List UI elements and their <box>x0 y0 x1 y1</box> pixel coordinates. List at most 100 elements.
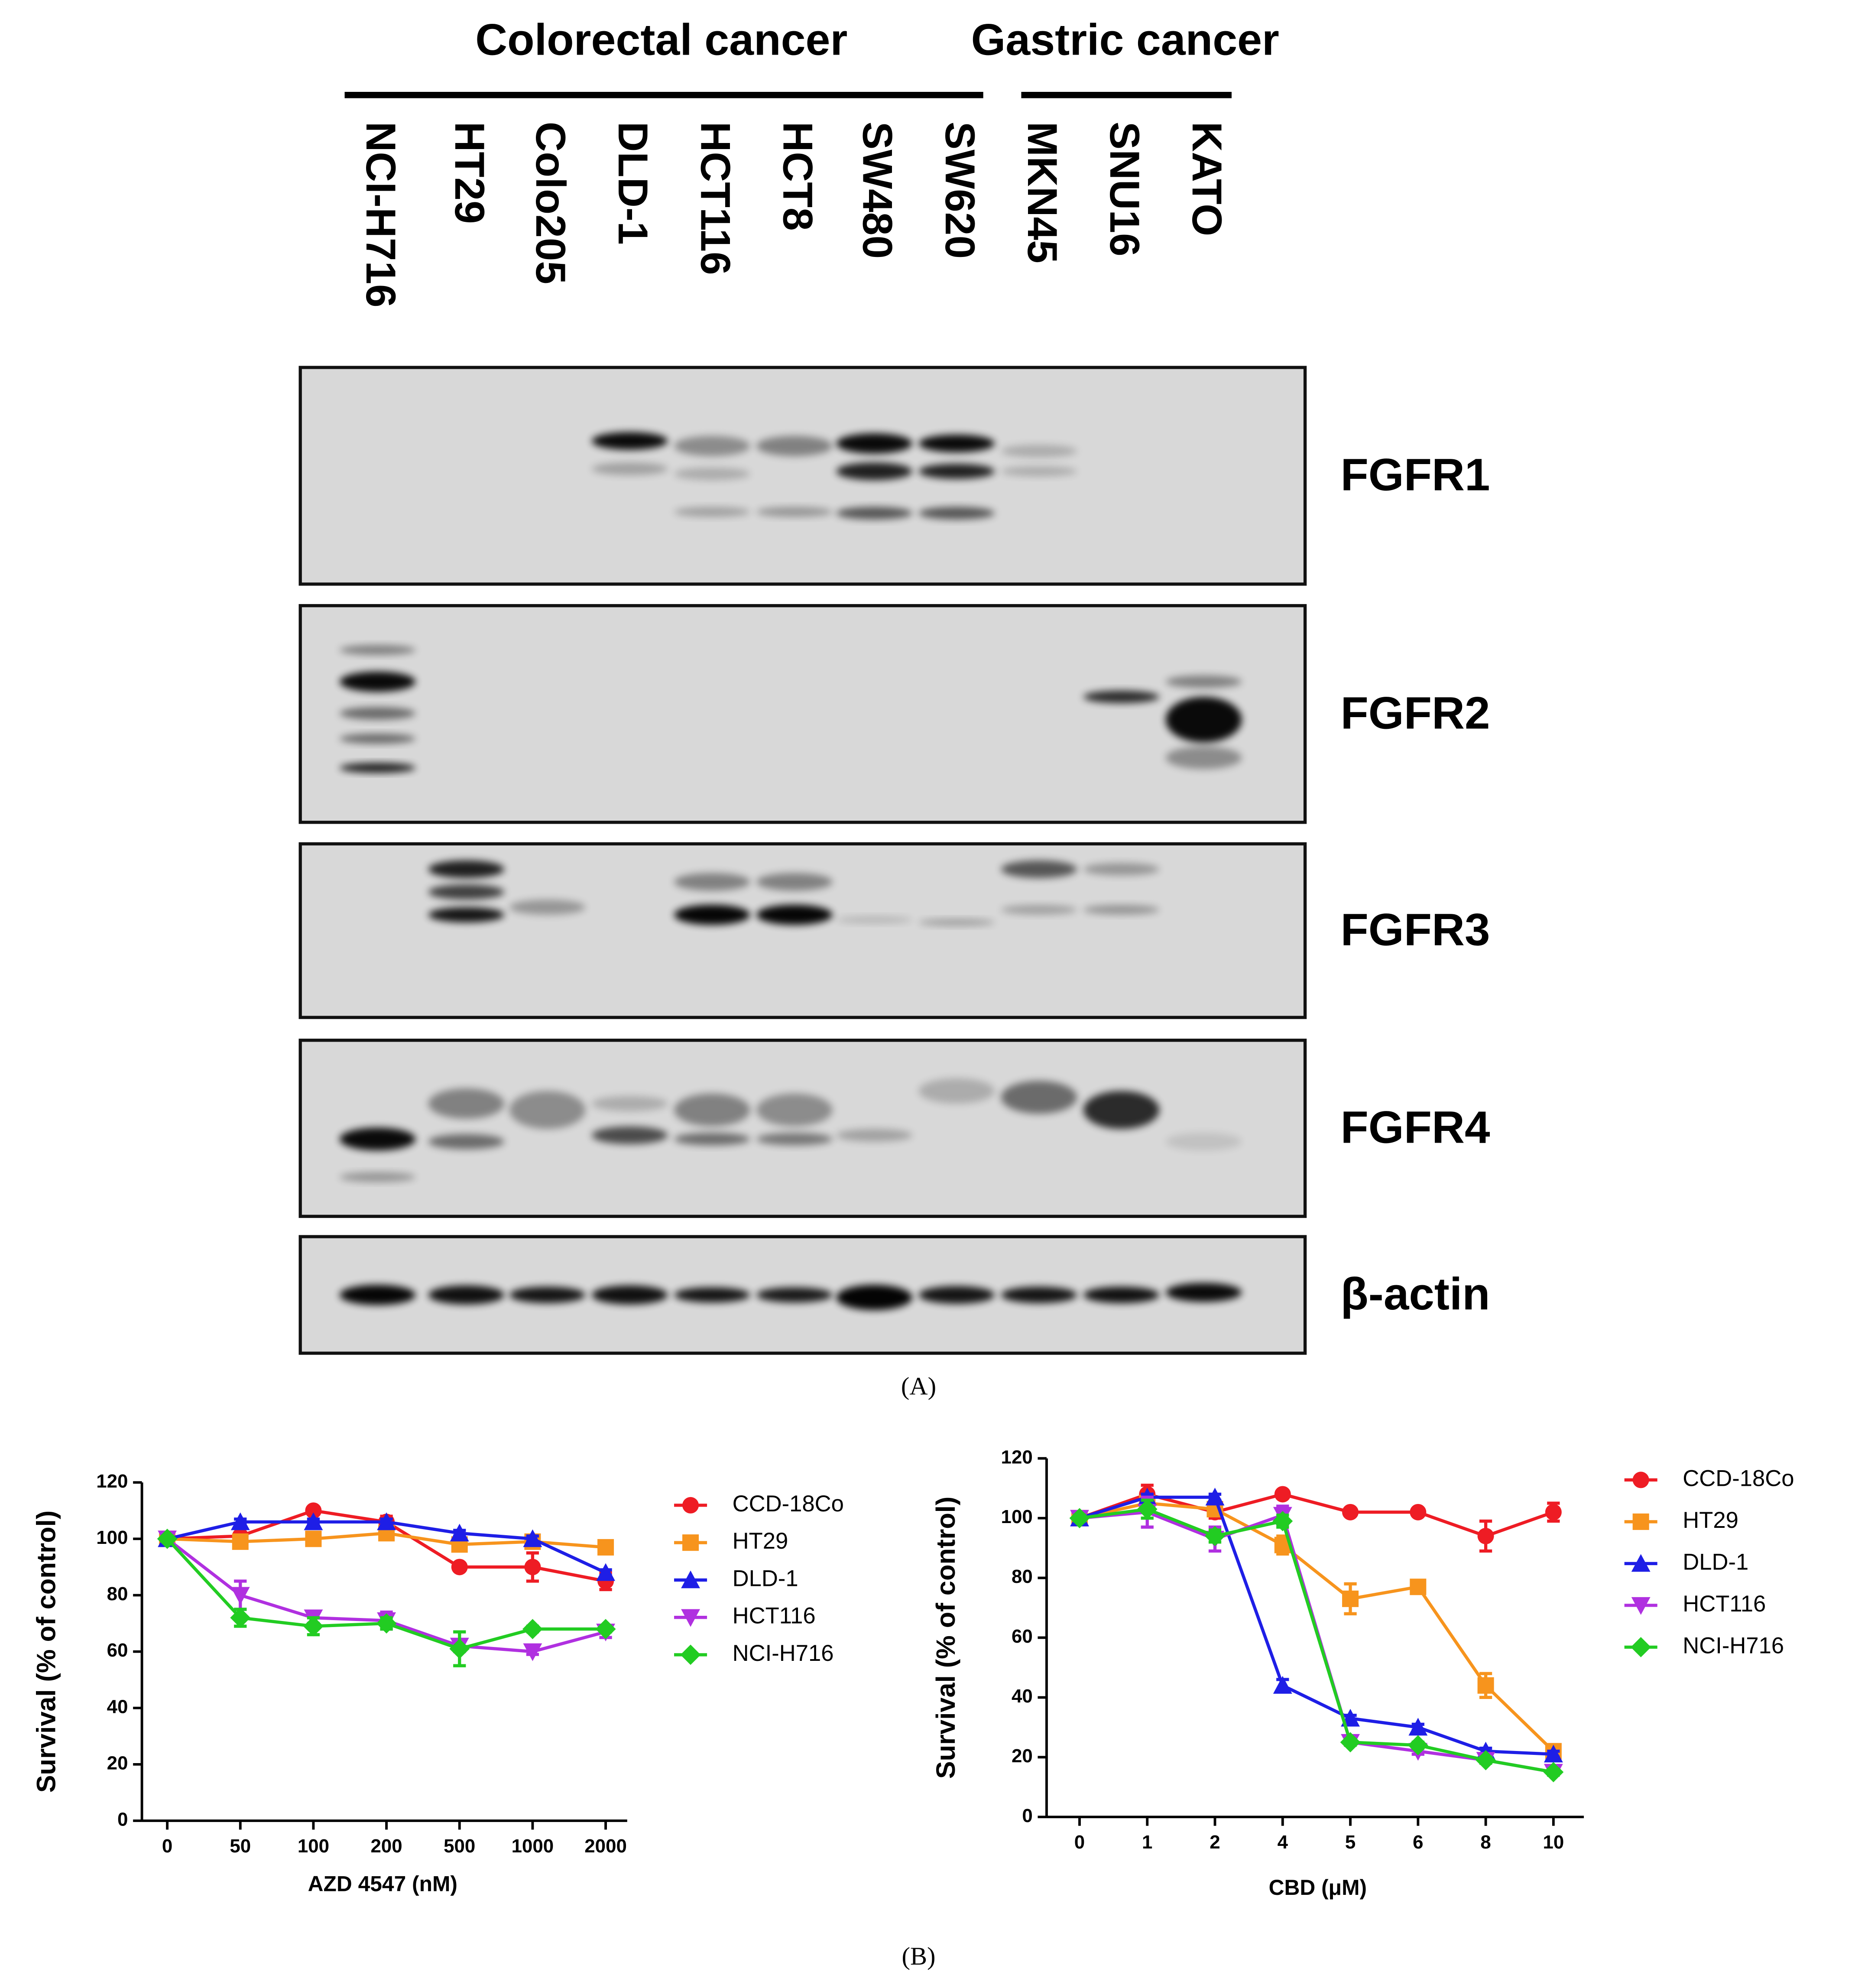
marker <box>523 1643 542 1661</box>
band <box>756 1093 833 1127</box>
band <box>836 1285 912 1310</box>
marker <box>230 1587 250 1605</box>
series-line <box>1079 1495 1554 1756</box>
x-tick-label: 10 <box>1543 1832 1564 1853</box>
band <box>428 907 505 923</box>
series-line <box>1079 1507 1554 1774</box>
blot-membrane <box>298 1039 1307 1218</box>
y-tick-label: 20 <box>1012 1745 1033 1767</box>
protein-label: FGFR2 <box>1341 688 1490 738</box>
band <box>836 462 912 481</box>
line-chart: 0 20 40 60 80 100 120 0 50 100 200 500 1000 2000 AZD 4… <box>31 1471 844 1896</box>
group-label: Gastric cancer <box>971 14 1279 64</box>
band <box>339 1127 416 1151</box>
marker <box>681 1609 700 1627</box>
band <box>836 1129 912 1142</box>
lane-label: HCT8 <box>774 122 820 231</box>
legend-label: NCI-H716 <box>733 1640 834 1666</box>
x-tick-label: 4 <box>1278 1832 1288 1853</box>
marker <box>1476 1750 1496 1770</box>
y-tick-label: 40 <box>107 1696 128 1717</box>
marker <box>522 1619 543 1639</box>
marker <box>1544 1744 1563 1763</box>
band <box>674 507 750 517</box>
legend-label: NCI-H716 <box>1683 1633 1784 1658</box>
band <box>1001 860 1077 878</box>
marker <box>1342 1590 1359 1607</box>
band <box>428 1285 505 1305</box>
protein-label: FGFR1 <box>1341 450 1490 500</box>
legend-label: HT29 <box>1683 1507 1738 1533</box>
marker <box>157 1528 178 1549</box>
y-tick-label: 100 <box>1001 1506 1033 1527</box>
band <box>591 462 668 475</box>
marker <box>1407 1735 1428 1756</box>
x-tick-label: 200 <box>370 1835 402 1857</box>
lane-label: DLD-1 <box>610 122 656 245</box>
band <box>1083 863 1160 876</box>
band <box>509 1286 586 1303</box>
legend-label: HCT116 <box>1683 1591 1766 1617</box>
marker <box>1632 1513 1649 1530</box>
band <box>339 763 416 773</box>
marker <box>1477 1527 1494 1545</box>
marker <box>1069 1508 1090 1529</box>
band <box>674 904 750 925</box>
marker <box>595 1619 616 1639</box>
band <box>836 433 912 454</box>
legend-label: HT29 <box>733 1528 788 1554</box>
x-tick-label: 6 <box>1413 1832 1423 1853</box>
band <box>1001 1286 1077 1303</box>
blot-membrane <box>298 366 1307 586</box>
marker <box>230 1608 251 1628</box>
band <box>1165 1133 1242 1151</box>
marker <box>1274 1486 1291 1503</box>
marker <box>1543 1762 1564 1783</box>
band <box>918 434 995 452</box>
band <box>509 900 586 915</box>
marker <box>597 1539 614 1556</box>
marker <box>1410 1504 1427 1520</box>
band <box>1001 445 1077 458</box>
x-tick-label: 100 <box>298 1835 329 1857</box>
marker <box>1340 1732 1361 1753</box>
band <box>756 435 833 456</box>
band <box>1083 904 1160 915</box>
marker <box>450 1523 469 1542</box>
lane-label: HT29 <box>446 122 493 224</box>
band <box>674 1287 750 1303</box>
marker <box>304 1512 323 1530</box>
band <box>428 884 505 900</box>
band <box>339 671 416 692</box>
band <box>1083 1091 1160 1129</box>
band <box>1165 1283 1242 1302</box>
marker <box>1632 1472 1649 1488</box>
lane-label: KATO <box>1184 122 1230 236</box>
series-line <box>1079 1501 1555 1753</box>
band <box>1083 1286 1160 1303</box>
x-axis-label: AZD 4547 (nM) <box>308 1871 457 1896</box>
band <box>1165 697 1242 743</box>
band <box>836 916 912 924</box>
marker <box>524 1559 541 1575</box>
marker <box>523 1529 542 1547</box>
x-tick-label: 500 <box>444 1835 475 1857</box>
y-tick-label: 80 <box>107 1583 128 1605</box>
band <box>756 1287 833 1303</box>
marker <box>305 1530 322 1547</box>
lane-label: HCT116 <box>692 122 738 275</box>
x-tick-label: 1 <box>1142 1832 1152 1853</box>
marker <box>1545 1504 1562 1520</box>
x-tick-label: 1000 <box>512 1835 554 1857</box>
lane-label: SW620 <box>937 122 983 259</box>
x-tick-label: 5 <box>1345 1832 1356 1853</box>
legend-label: DLD-1 <box>733 1566 798 1591</box>
line-chart: 0 20 40 60 80 100 120 0 1 2 4 5 6 8 10 CBD (μM) Survival… <box>931 1446 1794 1900</box>
x-tick-label: 2 <box>1210 1832 1220 1853</box>
band <box>428 1088 505 1119</box>
marker <box>1631 1637 1651 1657</box>
legend-label: HCT116 <box>733 1603 816 1629</box>
band <box>918 1078 995 1104</box>
